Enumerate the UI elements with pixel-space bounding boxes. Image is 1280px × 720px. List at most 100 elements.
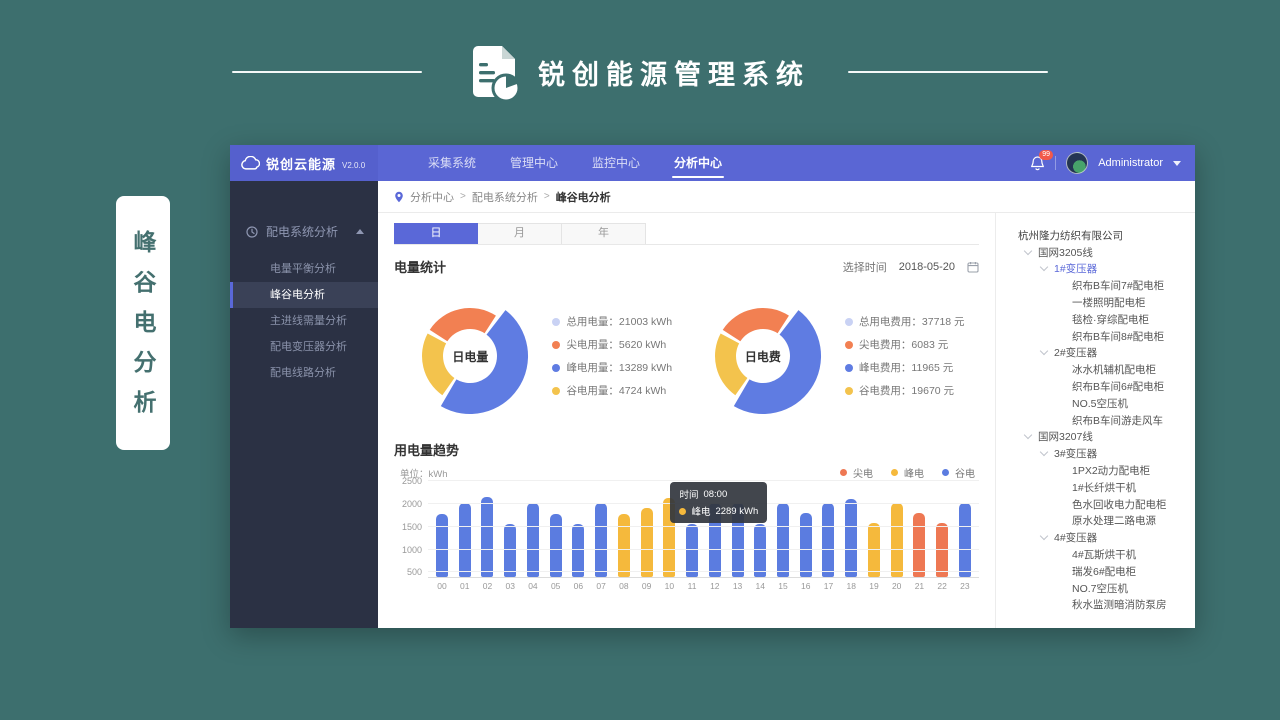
donut-slice-尖电用量[interactable] <box>430 308 497 342</box>
donut-chart-cost[interactable]: 日电费 <box>701 294 825 418</box>
bar-legend-item-谷电[interactable]: 谷电 <box>942 465 975 480</box>
legend-dot <box>552 363 561 372</box>
bar-hour-00[interactable] <box>436 513 448 577</box>
bar-hour-04[interactable] <box>526 503 539 577</box>
bar-hour-07[interactable] <box>595 503 608 577</box>
legend-dot <box>844 386 853 395</box>
tab-day[interactable]: 日 <box>394 223 478 244</box>
tree-item-21[interactable]: NO.7空压机 <box>1012 580 1189 597</box>
date-picker-value[interactable]: 2018-05-20 <box>898 260 955 273</box>
tree-item-3[interactable]: 织布B车间7#配电柜 <box>1012 277 1189 294</box>
bar-hour-12[interactable] <box>708 502 721 577</box>
tab-month[interactable]: 月 <box>478 223 562 244</box>
bar-hour-13[interactable] <box>731 502 744 577</box>
bar-hour-08[interactable] <box>617 513 630 577</box>
bar-hour-20[interactable] <box>890 502 903 577</box>
bar-legend-item-峰电[interactable]: 峰电 <box>891 465 924 480</box>
legend-item-谷电用量: 谷电用量：4724 kWh <box>552 383 672 398</box>
tree-item-8[interactable]: 冰水机辅机配电柜 <box>1012 361 1189 378</box>
bar-legend-item-尖电[interactable]: 尖电 <box>840 465 873 480</box>
nav-item-1[interactable]: 管理中心 <box>510 156 559 170</box>
tree-item-9[interactable]: 织布B车间6#配电柜 <box>1012 378 1189 395</box>
legend-text: 峰电费用：11965 元 <box>858 362 954 374</box>
bar-hour-14[interactable] <box>754 523 767 577</box>
tree-item-4[interactable]: 一楼照明配电柜 <box>1012 294 1189 311</box>
nav-item-0[interactable]: 采集系统 <box>428 156 477 170</box>
side-label-card: 峰谷电分析 <box>116 196 170 450</box>
sidebar-group-distribution-analysis[interactable]: 配电系统分析 <box>230 223 378 256</box>
tree-item-20[interactable]: 瑞发6#配电柜 <box>1012 563 1189 580</box>
tree-item-10[interactable]: NO.5空压机 <box>1012 395 1189 412</box>
sidebar-item-4[interactable]: 配电线路分析 <box>270 367 336 379</box>
donut-chart-energy[interactable]: 日电量 <box>408 294 532 418</box>
donut-legend-cost: 总用电费用：37718 元尖电费用：6083 元峰电费用：11965 元谷电费用… <box>844 314 965 398</box>
tree-item-13[interactable]: 3#变压器 <box>1012 445 1189 462</box>
bar-hour-03[interactable] <box>504 523 517 577</box>
tree-item-label: 杭州隆力纺织有限公司 <box>1018 229 1123 242</box>
bar-hour-18[interactable] <box>845 499 858 577</box>
tree-item-6[interactable]: 织布B车间8#配电柜 <box>1012 328 1189 345</box>
nav-item-2[interactable]: 监控中心 <box>592 156 641 170</box>
sidebar-item-3[interactable]: 配电变压器分析 <box>270 341 347 353</box>
bar-hour-23[interactable] <box>958 502 971 577</box>
bar-hour-21[interactable] <box>913 513 926 577</box>
tree-item-14[interactable]: 1PX2动力配电柜 <box>1012 462 1189 479</box>
calendar-icon[interactable] <box>967 261 979 273</box>
sidebar-item-0[interactable]: 电量平衡分析 <box>270 263 336 275</box>
bar-hour-19[interactable] <box>867 523 880 577</box>
chevron-down-icon[interactable] <box>1173 160 1181 166</box>
tree-item-7[interactable]: 2#变压器 <box>1012 345 1189 362</box>
tree-item-22[interactable]: 秋水监测暗消防泵房 <box>1012 597 1189 614</box>
bar-hour-10[interactable] <box>663 497 676 577</box>
breadcrumb-item-1[interactable]: 配电系统分析 <box>471 191 538 204</box>
bar-hour-16[interactable] <box>799 513 812 577</box>
legend-text: 谷电费用：19670 元 <box>858 385 955 397</box>
tab-year[interactable]: 年 <box>562 223 646 244</box>
x-axis-label: 09 <box>641 581 652 591</box>
notification-bell-icon[interactable]: 99 <box>1030 150 1053 171</box>
bar-hour-11[interactable] <box>686 523 699 577</box>
donut-slice-谷电用量[interactable] <box>422 333 455 396</box>
tree-item-12[interactable]: 国网3207线 <box>1012 429 1189 446</box>
donut-charts-row: 日电量 总用电量：21003 kWh 尖电用量：5620 kWh 峰电用量：1328… <box>394 280 979 432</box>
legend-dot <box>844 340 853 349</box>
legend-text: 尖电 <box>853 469 873 480</box>
app-logo-name: 锐创云能源 <box>266 156 337 172</box>
tree-item-17[interactable]: 原水处理二路电源 <box>1012 513 1189 530</box>
user-name[interactable]: Administrator <box>1098 157 1163 169</box>
legend-item-谷电费用: 谷电费用：19670 元 <box>844 383 965 398</box>
tree-item-11[interactable]: 织布B车间游走风车 <box>1012 412 1189 429</box>
bar-hour-09[interactable] <box>640 507 653 577</box>
bar-hour-22[interactable] <box>936 523 949 577</box>
tree-item-15[interactable]: 1#长纤烘干机 <box>1012 479 1189 496</box>
y-axis-label: 1500 <box>401 521 422 532</box>
donut-slice-谷电费用[interactable] <box>714 333 748 396</box>
x-axis-label: 08 <box>619 581 629 591</box>
tree-item-0[interactable]: 杭州隆力纺织有限公司 <box>1012 227 1189 244</box>
tree-item-18[interactable]: 4#变压器 <box>1012 529 1189 546</box>
sidebar-item-2[interactable]: 主进线需量分析 <box>270 315 347 327</box>
tree-item-1[interactable]: 国网3205线 <box>1012 244 1189 261</box>
donut-slice-峰电费用[interactable] <box>733 310 821 415</box>
sidebar-item-1[interactable]: 峰谷电分析 <box>230 282 378 308</box>
tree-item-16[interactable]: 色水回收电力配电柜 <box>1012 496 1189 513</box>
y-axis-label: 500 <box>406 567 422 578</box>
donut-slice-尖电费用[interactable] <box>722 308 789 342</box>
donut-slice-峰电用量[interactable] <box>441 310 529 415</box>
tree-item-19[interactable]: 4#瓦斯烘干机 <box>1012 546 1189 563</box>
bar-hour-01[interactable] <box>458 503 471 577</box>
bar-hour-05[interactable] <box>549 513 562 577</box>
nav-item-3[interactable]: 分析中心 <box>672 145 725 181</box>
bar-hour-02[interactable] <box>481 497 494 577</box>
tree-item-2[interactable]: 1#变压器 <box>1012 261 1189 278</box>
breadcrumb: 分析中心 > 配电系统分析 > 峰谷电分析 <box>378 181 1195 213</box>
bar-hour-15[interactable] <box>777 502 790 577</box>
user-avatar[interactable] <box>1066 152 1089 174</box>
legend-text: 峰电 <box>904 469 924 480</box>
tree-item-5[interactable]: 毯检·穿综配电柜 <box>1012 311 1189 328</box>
bar-hour-17[interactable] <box>822 502 835 577</box>
breadcrumb-separator: > <box>460 191 466 202</box>
bar-hour-06[interactable] <box>572 523 585 577</box>
breadcrumb-item-0[interactable]: 分析中心 <box>410 191 454 204</box>
x-axis-label: 19 <box>869 581 879 591</box>
